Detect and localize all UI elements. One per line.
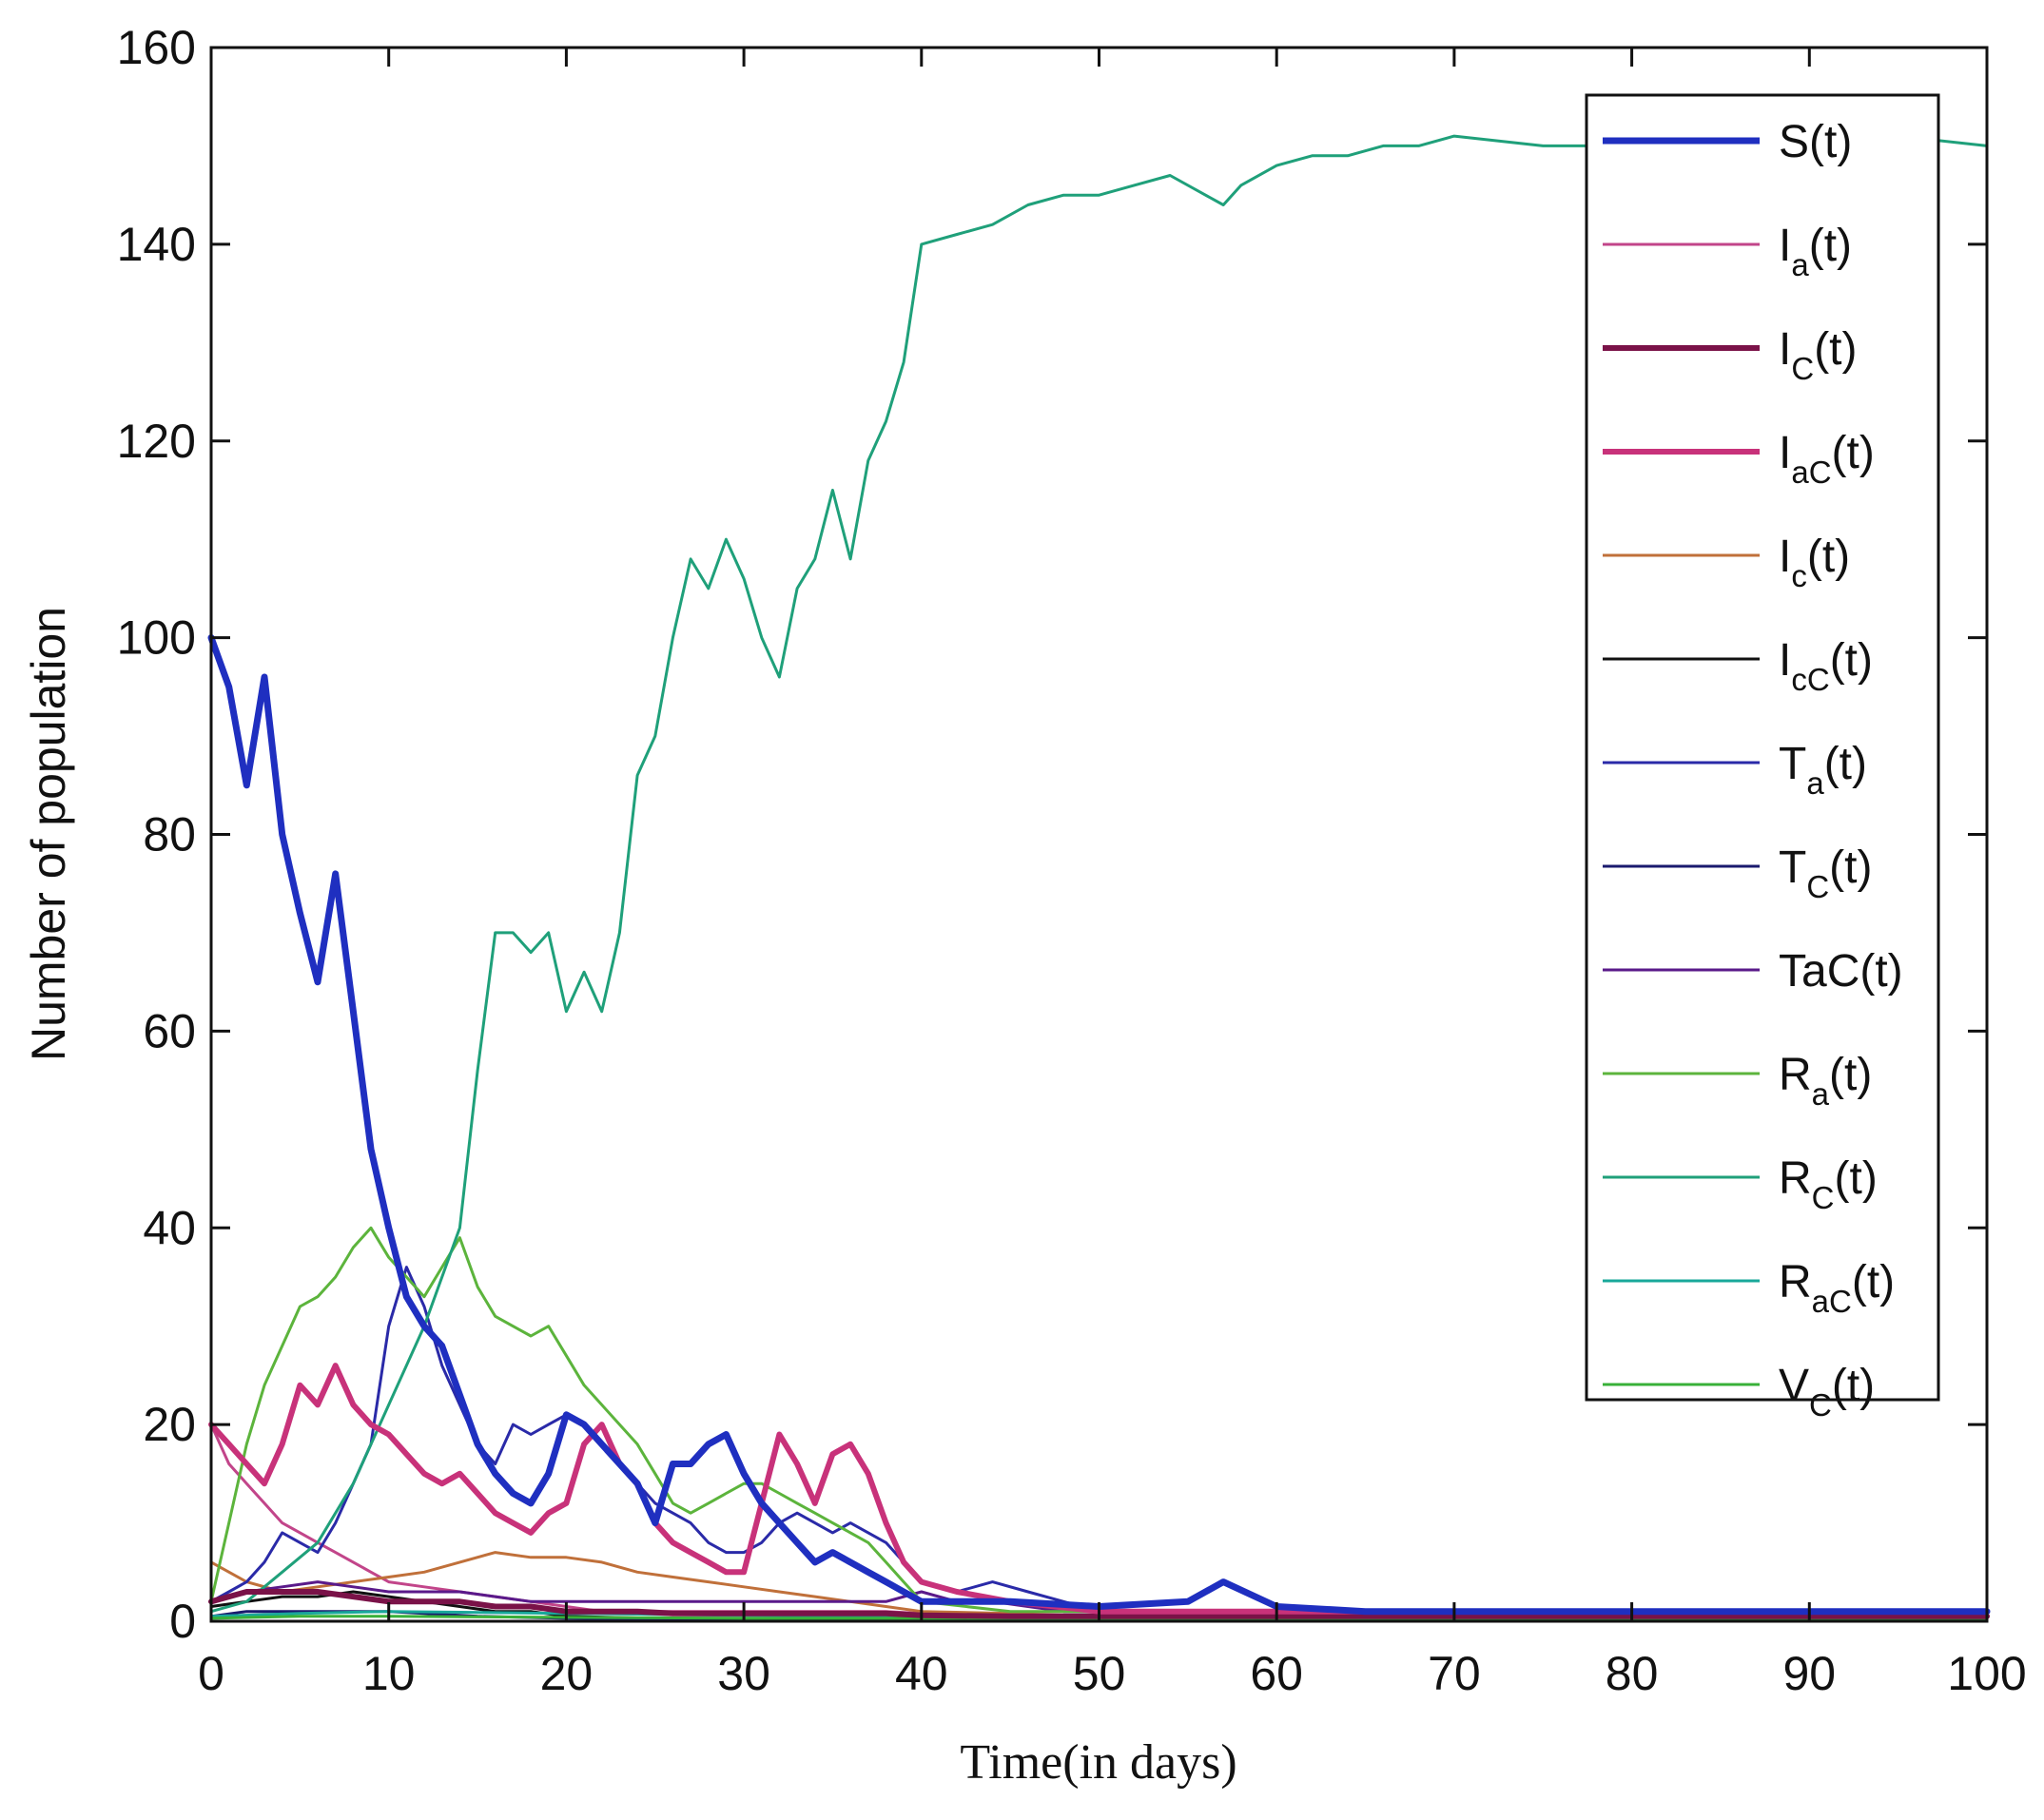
series-line-ict — [208, 1589, 1990, 1619]
series-layer — [207, 134, 1991, 1621]
legend-label-tail: (t) — [1807, 532, 1850, 582]
legend-label-subscript: C — [1806, 869, 1829, 904]
legend-label-main: R — [1779, 1153, 1812, 1204]
legend-label-main: T — [1779, 842, 1806, 893]
y-tick-label: 120 — [117, 415, 196, 468]
legend-label-subscript: C — [1791, 351, 1814, 386]
legend-label-main: S(t) — [1779, 117, 1852, 167]
series-line-rat — [209, 1226, 1989, 1618]
legend-label: IcC(t) — [1779, 635, 1873, 697]
ticks-layer: 0 10 20 30 40 50 60 70 80 90 100 0 20 40 60 80 100 120 140… — [117, 21, 2027, 1700]
x-tick-label: 20 — [540, 1647, 594, 1700]
legend-label-tail: (t) — [1830, 635, 1873, 686]
x-tick-label: 30 — [717, 1647, 770, 1700]
legend-label: Ta(t) — [1779, 739, 1867, 801]
legend-label-main: I — [1779, 324, 1791, 375]
x-tick-label: 60 — [1250, 1647, 1303, 1700]
x-tick-label: 0 — [198, 1647, 224, 1700]
legend-label: S(t) — [1779, 117, 1852, 167]
legend-label-main: T — [1779, 739, 1806, 789]
series-line-rct — [209, 134, 1989, 1614]
legend: S(t)Ia(t)IC(t)IaC(t)Ic(t)IcC(t)Ta(t)TC(t… — [1585, 93, 1940, 1423]
x-tick-label: 40 — [895, 1647, 948, 1700]
legend-label-subscript: C — [1812, 1180, 1835, 1215]
legend-label-tail: (t) — [1852, 1257, 1895, 1307]
x-axis-label: Time(in days) — [960, 1735, 1236, 1790]
legend-label-tail: (t) — [1814, 324, 1857, 375]
x-tick-label: 90 — [1782, 1647, 1836, 1700]
legend-label-subscript: C — [1809, 1387, 1832, 1423]
legend-items: S(t)Ia(t)IC(t)IaC(t)Ic(t)IcC(t)Ta(t)TC(t… — [1603, 117, 1903, 1423]
x-tick-label: 80 — [1606, 1647, 1659, 1700]
legend-label-subscript: aC — [1791, 455, 1831, 490]
legend-label-tail: (t) — [1832, 1361, 1875, 1411]
y-tick-label: 80 — [143, 808, 196, 862]
legend-label-main: I — [1779, 428, 1791, 478]
x-tick-label: 50 — [1073, 1647, 1126, 1700]
legend-label: RaC(t) — [1779, 1257, 1895, 1319]
y-tick-label: 140 — [117, 218, 196, 271]
legend-label-tail: (t) — [1809, 221, 1852, 271]
legend-label: RC(t) — [1779, 1153, 1878, 1215]
series-line-st — [207, 634, 1991, 1616]
legend-label: TC(t) — [1779, 842, 1872, 904]
y-tick-label: 100 — [117, 611, 196, 665]
legend-label: Ic(t) — [1779, 532, 1850, 593]
legend-label: IC(t) — [1779, 324, 1858, 386]
legend-label-main: I — [1779, 532, 1791, 582]
legend-label: TaC(t) — [1779, 946, 1903, 997]
legend-label: Ia(t) — [1779, 221, 1852, 282]
legend-label-tail: (t) — [1829, 842, 1872, 893]
y-tick-label: 160 — [117, 21, 196, 74]
legend-label-tail: (t) — [1824, 739, 1867, 789]
y-tick-label: 0 — [169, 1595, 196, 1648]
x-tick-label: 10 — [362, 1647, 416, 1700]
y-tick-label: 60 — [143, 1004, 196, 1057]
legend-label-main: V — [1779, 1361, 1809, 1411]
legend-label: IaC(t) — [1779, 428, 1875, 490]
legend-label: Ra(t) — [1779, 1050, 1872, 1112]
legend-box — [1585, 93, 1940, 1402]
legend-label-subscript: c — [1791, 558, 1807, 593]
legend-label-tail: (t) — [1832, 428, 1875, 478]
legend-label-main: TaC(t) — [1779, 946, 1903, 997]
legend-label-main: R — [1779, 1050, 1812, 1100]
legend-label-subscript: cC — [1791, 662, 1829, 697]
y-tick-label: 20 — [143, 1398, 196, 1451]
legend-label-tail: (t) — [1829, 1050, 1872, 1100]
legend-label-main: I — [1779, 635, 1791, 686]
legend-label-subscript: a — [1812, 1076, 1830, 1112]
legend-label: VC(t) — [1779, 1361, 1875, 1423]
legend-label-main: R — [1779, 1257, 1812, 1307]
y-axis-label: Number of population — [22, 607, 75, 1061]
y-tick-label: 40 — [143, 1201, 196, 1254]
x-tick-label: 100 — [1947, 1647, 2026, 1700]
legend-label-subscript: aC — [1812, 1284, 1852, 1319]
legend-label-main: I — [1779, 221, 1791, 271]
legend-label-subscript: a — [1806, 765, 1824, 801]
x-tick-label: 70 — [1428, 1647, 1481, 1700]
legend-label-subscript: a — [1791, 247, 1809, 282]
legend-label-tail: (t) — [1835, 1153, 1878, 1204]
